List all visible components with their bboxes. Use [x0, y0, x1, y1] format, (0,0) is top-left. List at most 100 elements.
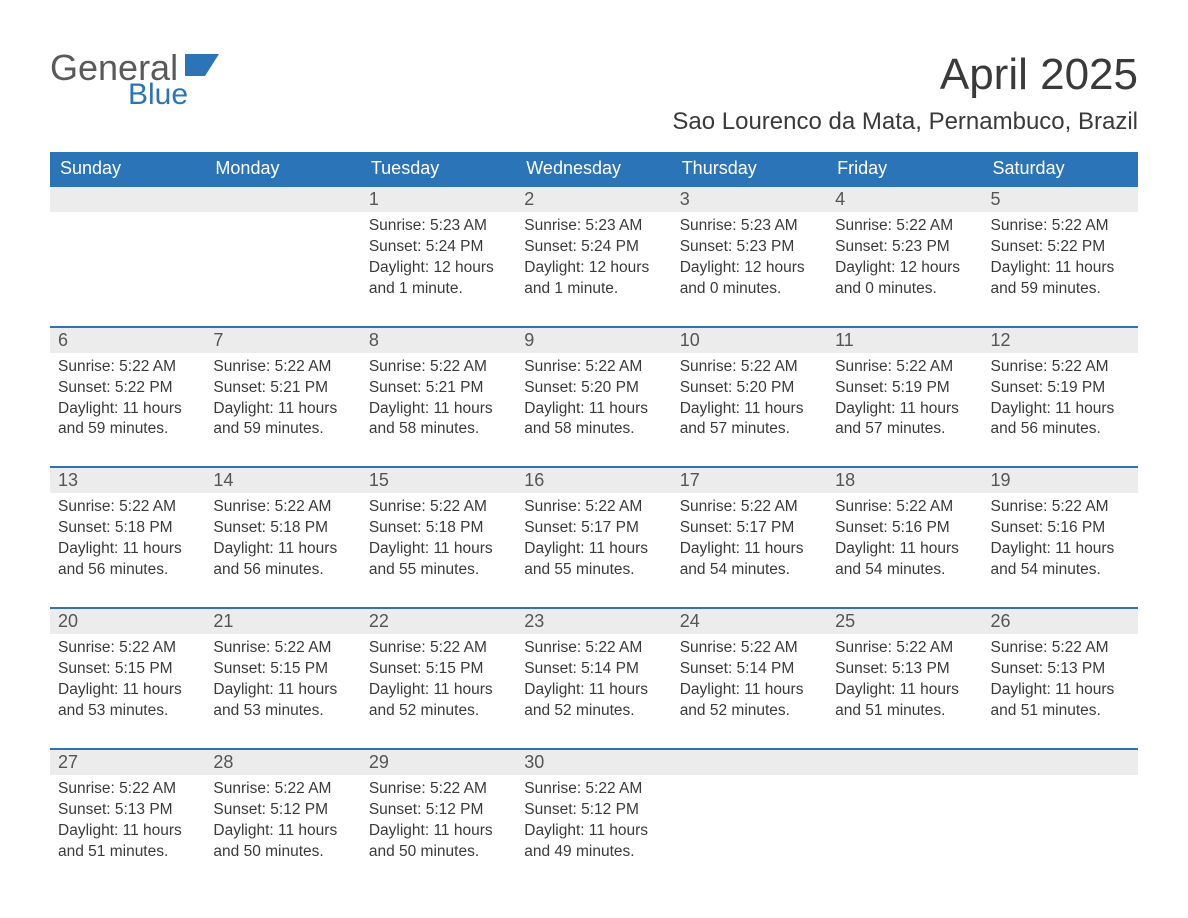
sunset-text: Sunset: 5:24 PM: [369, 237, 508, 258]
day-number-cell: [827, 749, 982, 775]
sunrise-text: Sunrise: 5:22 AM: [991, 497, 1130, 518]
sunrise-text: Sunrise: 5:22 AM: [991, 638, 1130, 659]
day-number-row: 20212223242526: [50, 608, 1138, 634]
day-content-row: Sunrise: 5:22 AMSunset: 5:18 PMDaylight:…: [50, 493, 1138, 608]
day-content-cell: Sunrise: 5:22 AMSunset: 5:23 PMDaylight:…: [827, 212, 982, 327]
sunrise-text: Sunrise: 5:22 AM: [680, 357, 819, 378]
day-number-row: 27282930: [50, 749, 1138, 775]
day-number-cell: 27: [50, 749, 205, 775]
daylight-text: Daylight: 11 hours and 59 minutes.: [58, 399, 197, 441]
sunrise-text: Sunrise: 5:22 AM: [680, 497, 819, 518]
weekday-header: Tuesday: [361, 152, 516, 186]
day-content-row: Sunrise: 5:23 AMSunset: 5:24 PMDaylight:…: [50, 212, 1138, 327]
day-content-cell: Sunrise: 5:22 AMSunset: 5:14 PMDaylight:…: [672, 634, 827, 749]
daylight-text: Daylight: 11 hours and 57 minutes.: [680, 399, 819, 441]
daylight-text: Daylight: 11 hours and 55 minutes.: [369, 539, 508, 581]
sunrise-text: Sunrise: 5:22 AM: [524, 497, 663, 518]
weekday-header-row: Sunday Monday Tuesday Wednesday Thursday…: [50, 152, 1138, 186]
day-content-cell: Sunrise: 5:22 AMSunset: 5:18 PMDaylight:…: [205, 493, 360, 608]
daylight-text: Daylight: 11 hours and 51 minutes.: [991, 680, 1130, 722]
day-number-cell: 22: [361, 608, 516, 634]
daylight-text: Daylight: 11 hours and 58 minutes.: [369, 399, 508, 441]
day-content-cell: Sunrise: 5:22 AMSunset: 5:22 PMDaylight:…: [983, 212, 1138, 327]
daylight-text: Daylight: 11 hours and 53 minutes.: [58, 680, 197, 722]
day-content-cell: [827, 775, 982, 873]
day-number-cell: 18: [827, 467, 982, 493]
day-content-cell: Sunrise: 5:22 AMSunset: 5:19 PMDaylight:…: [827, 353, 982, 468]
sunset-text: Sunset: 5:19 PM: [991, 378, 1130, 399]
sunrise-text: Sunrise: 5:22 AM: [213, 497, 352, 518]
day-number-cell: 3: [672, 186, 827, 212]
daylight-text: Daylight: 11 hours and 59 minutes.: [991, 258, 1130, 300]
weekday-header: Sunday: [50, 152, 205, 186]
sunrise-text: Sunrise: 5:22 AM: [58, 497, 197, 518]
day-number-cell: 4: [827, 186, 982, 212]
sunrise-text: Sunrise: 5:22 AM: [680, 638, 819, 659]
day-number-cell: 26: [983, 608, 1138, 634]
daylight-text: Daylight: 12 hours and 1 minute.: [524, 258, 663, 300]
day-number-row: 13141516171819: [50, 467, 1138, 493]
day-number-cell: 28: [205, 749, 360, 775]
day-number-cell: 14: [205, 467, 360, 493]
sunset-text: Sunset: 5:14 PM: [524, 659, 663, 680]
day-number-cell: 30: [516, 749, 671, 775]
day-number-row: 12345: [50, 186, 1138, 212]
daylight-text: Daylight: 11 hours and 56 minutes.: [58, 539, 197, 581]
location-subtitle: Sao Lourenco da Mata, Pernambuco, Brazil: [672, 108, 1138, 136]
day-content-row: Sunrise: 5:22 AMSunset: 5:15 PMDaylight:…: [50, 634, 1138, 749]
daylight-text: Daylight: 11 hours and 51 minutes.: [835, 680, 974, 722]
day-number-cell: 5: [983, 186, 1138, 212]
day-content-row: Sunrise: 5:22 AMSunset: 5:13 PMDaylight:…: [50, 775, 1138, 873]
sunset-text: Sunset: 5:20 PM: [524, 378, 663, 399]
day-content-cell: Sunrise: 5:22 AMSunset: 5:19 PMDaylight:…: [983, 353, 1138, 468]
sunrise-text: Sunrise: 5:22 AM: [524, 779, 663, 800]
month-title: April 2025: [672, 50, 1138, 100]
daylight-text: Daylight: 11 hours and 52 minutes.: [369, 680, 508, 722]
daylight-text: Daylight: 11 hours and 52 minutes.: [524, 680, 663, 722]
day-number-row: 6789101112: [50, 327, 1138, 353]
day-content-cell: Sunrise: 5:22 AMSunset: 5:12 PMDaylight:…: [516, 775, 671, 873]
sunset-text: Sunset: 5:16 PM: [991, 518, 1130, 539]
daylight-text: Daylight: 11 hours and 50 minutes.: [369, 821, 508, 863]
day-number-cell: 12: [983, 327, 1138, 353]
sunset-text: Sunset: 5:18 PM: [58, 518, 197, 539]
sunset-text: Sunset: 5:19 PM: [835, 378, 974, 399]
day-content-cell: Sunrise: 5:22 AMSunset: 5:18 PMDaylight:…: [50, 493, 205, 608]
sunrise-text: Sunrise: 5:23 AM: [369, 216, 508, 237]
day-number-cell: 24: [672, 608, 827, 634]
daylight-text: Daylight: 11 hours and 51 minutes.: [58, 821, 197, 863]
weekday-header: Thursday: [672, 152, 827, 186]
sunrise-text: Sunrise: 5:22 AM: [524, 638, 663, 659]
day-number-cell: 21: [205, 608, 360, 634]
sunrise-text: Sunrise: 5:22 AM: [991, 357, 1130, 378]
daylight-text: Daylight: 12 hours and 1 minute.: [369, 258, 508, 300]
sunrise-text: Sunrise: 5:22 AM: [213, 779, 352, 800]
header: General Blue April 2025 Sao Lourenco da …: [50, 50, 1138, 142]
sunrise-text: Sunrise: 5:22 AM: [369, 638, 508, 659]
sunrise-text: Sunrise: 5:22 AM: [524, 357, 663, 378]
daylight-text: Daylight: 11 hours and 56 minutes.: [213, 539, 352, 581]
day-content-cell: Sunrise: 5:22 AMSunset: 5:15 PMDaylight:…: [361, 634, 516, 749]
sunset-text: Sunset: 5:12 PM: [369, 800, 508, 821]
day-number-cell: 13: [50, 467, 205, 493]
day-number-cell: 20: [50, 608, 205, 634]
day-content-cell: Sunrise: 5:22 AMSunset: 5:12 PMDaylight:…: [205, 775, 360, 873]
sunset-text: Sunset: 5:24 PM: [524, 237, 663, 258]
day-content-row: Sunrise: 5:22 AMSunset: 5:22 PMDaylight:…: [50, 353, 1138, 468]
day-number-cell: 16: [516, 467, 671, 493]
day-content-cell: Sunrise: 5:22 AMSunset: 5:17 PMDaylight:…: [672, 493, 827, 608]
daylight-text: Daylight: 11 hours and 53 minutes.: [213, 680, 352, 722]
sunrise-text: Sunrise: 5:22 AM: [58, 638, 197, 659]
daylight-text: Daylight: 11 hours and 54 minutes.: [835, 539, 974, 581]
sunset-text: Sunset: 5:21 PM: [213, 378, 352, 399]
day-number-cell: 17: [672, 467, 827, 493]
sunrise-text: Sunrise: 5:22 AM: [835, 497, 974, 518]
day-number-cell: [205, 186, 360, 212]
day-number-cell: 19: [983, 467, 1138, 493]
day-number-cell: 2: [516, 186, 671, 212]
day-number-cell: 1: [361, 186, 516, 212]
sunset-text: Sunset: 5:18 PM: [213, 518, 352, 539]
sunset-text: Sunset: 5:17 PM: [680, 518, 819, 539]
calendar-table: Sunday Monday Tuesday Wednesday Thursday…: [50, 152, 1138, 872]
sunset-text: Sunset: 5:13 PM: [58, 800, 197, 821]
